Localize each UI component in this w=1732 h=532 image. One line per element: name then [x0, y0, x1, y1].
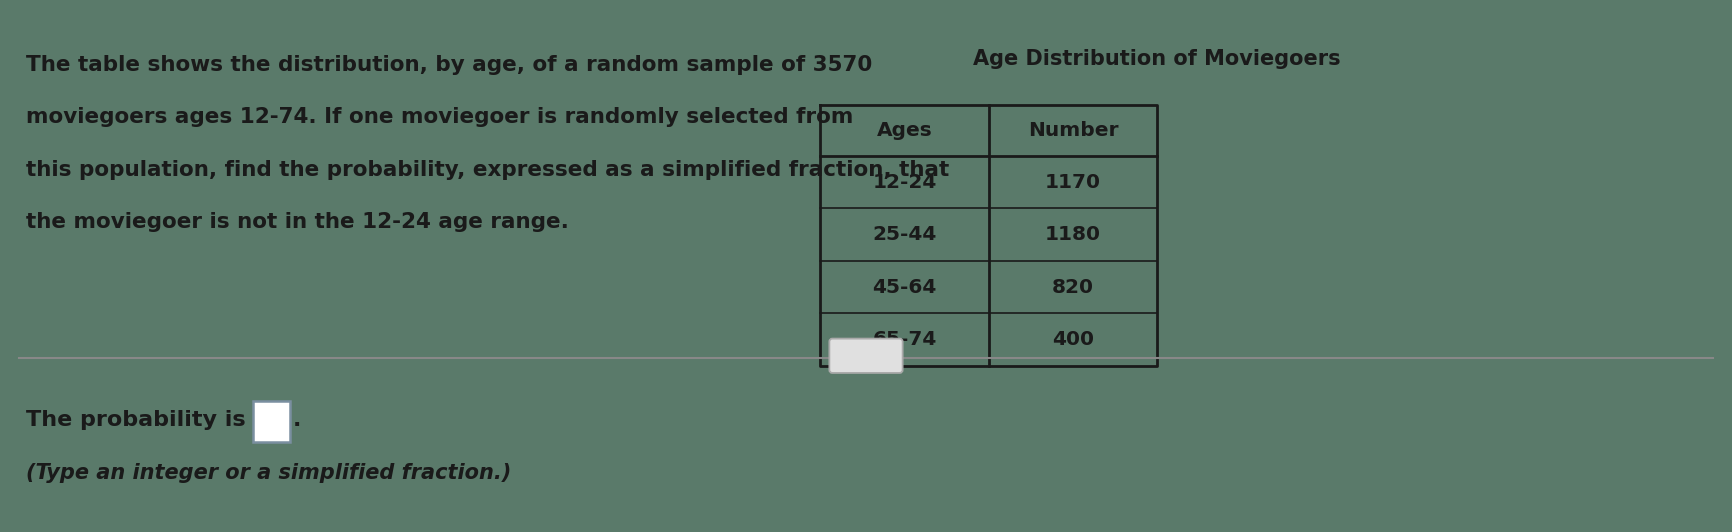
Text: ...: ... — [859, 349, 873, 363]
Text: the moviegoer is not in the 12-24 age range.: the moviegoer is not in the 12-24 age ra… — [26, 212, 570, 232]
Text: Number: Number — [1027, 121, 1119, 140]
Text: 45-64: 45-64 — [873, 278, 937, 297]
Text: 820: 820 — [1051, 278, 1095, 297]
Text: The probability is: The probability is — [26, 410, 246, 430]
Text: (Type an integer or a simplified fraction.): (Type an integer or a simplified fractio… — [26, 463, 511, 483]
Text: moviegoers ages 12-74. If one moviegoer is randomly selected from: moviegoers ages 12-74. If one moviegoer … — [26, 107, 854, 127]
FancyBboxPatch shape — [253, 401, 289, 442]
Text: this population, find the probability, expressed as a simplified fraction, that: this population, find the probability, e… — [26, 160, 949, 180]
Text: 400: 400 — [1051, 330, 1095, 349]
Text: Ages: Ages — [876, 121, 932, 140]
Text: 12-24: 12-24 — [873, 172, 937, 192]
Text: 65-74: 65-74 — [873, 330, 937, 349]
Text: 1170: 1170 — [1044, 172, 1102, 192]
Text: .: . — [293, 410, 301, 430]
Text: Age Distribution of Moviegoers: Age Distribution of Moviegoers — [973, 49, 1341, 69]
Text: 1180: 1180 — [1044, 225, 1102, 244]
Text: The table shows the distribution, by age, of a random sample of 3570: The table shows the distribution, by age… — [26, 55, 873, 75]
FancyBboxPatch shape — [830, 338, 902, 373]
Text: 25-44: 25-44 — [873, 225, 937, 244]
